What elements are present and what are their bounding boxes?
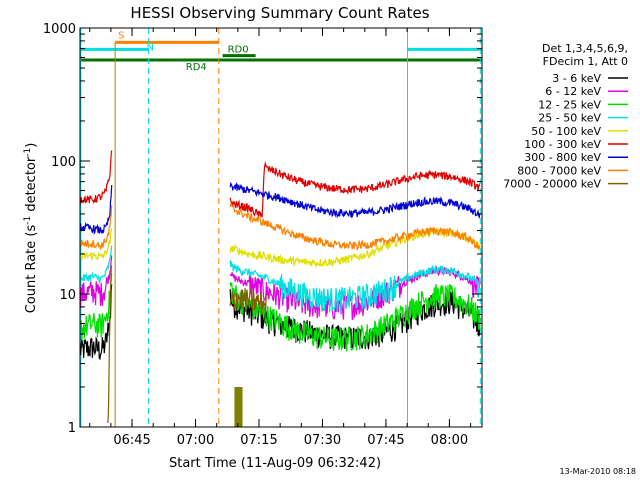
plot-frame [79, 27, 483, 428]
series-1-segment-0 [79, 255, 113, 309]
y-axis-label-part-1: Count Rate (s [24, 225, 39, 314]
series-5-segment-1 [229, 161, 481, 219]
series-2-segment-0 [79, 273, 113, 341]
legend: Det 1,3,4,5,6,9,FDecim 1, Att 0 3 - 6 keV… [503, 42, 628, 191]
y-axis-label-sup-2: -1 [23, 148, 33, 157]
orbit-bar-label-4: RD4 [186, 62, 207, 73]
chart-title: HESSI Observing Summary Count Rates [130, 4, 429, 22]
legend-label-5: 100 - 300 keV [524, 138, 601, 151]
y-axis-label: Count Rate (s-1 detector-1) [23, 143, 39, 314]
orbit-bar-label-0: S [118, 30, 124, 41]
series-0-segment-0 [79, 284, 113, 361]
footer-timestamp: 13-Mar-2010 08:18 [560, 467, 637, 476]
y-axis-label-part-2: detector [24, 156, 39, 216]
series-7-segment-1 [229, 201, 481, 251]
y-axis-label-sup-1: -1 [23, 216, 33, 225]
series-8-segment-1 [229, 287, 267, 315]
x-tick-label-1: 07:00 [177, 433, 214, 448]
y-tick-label-0: 1 [68, 421, 76, 436]
flare-bar [234, 386, 243, 427]
x-tick-label-2: 07:15 [240, 433, 277, 448]
legend-label-8: 7000 - 20000 keV [503, 178, 601, 191]
x-tick-label-3: 07:30 [304, 433, 341, 448]
y-axis-label-part-3: ) [24, 143, 39, 148]
legend-label-1: 6 - 12 keV [545, 85, 601, 98]
orbit-bars: S N RD0 RD4 [80, 30, 482, 73]
y-tick-label-1: 10 [59, 288, 76, 303]
x-tick-label-5: 08:00 [431, 433, 468, 448]
series-5-segment-0 [79, 150, 113, 205]
legend-header-1: FDecim 1, Att 0 [543, 55, 628, 68]
orbit-bar-label-1: N [147, 42, 154, 53]
x-axis-label: Start Time (11-Aug-09 06:32:42) [169, 456, 381, 471]
series-1-segment-1 [229, 265, 481, 321]
series-6-segment-1 [229, 181, 481, 219]
orbit-bar-label-3: RD0 [228, 45, 249, 56]
axes: 1 10 100 1000 06:45 07:00 07:15 07:30 07:45 08:00 [43, 22, 482, 448]
legend-label-7: 800 - 7000 keV [517, 164, 601, 177]
series-6-segment-0 [79, 184, 113, 235]
x-tick-label-0: 06:45 [113, 433, 150, 448]
legend-label-2: 12 - 25 keV [538, 98, 601, 111]
x-tick-label-4: 07:45 [367, 433, 404, 448]
legend-header-0: Det 1,3,4,5,6,9, [542, 42, 628, 55]
series-3-segment-0 [79, 245, 113, 284]
series-2-segment-1 [229, 282, 481, 352]
series-8-segment-0 [107, 265, 112, 424]
series-4-segment-1 [229, 226, 481, 269]
legend-label-0: 3 - 6 keV [552, 72, 601, 85]
legend-label-6: 300 - 800 keV [524, 151, 601, 164]
series-4-segment-0 [79, 227, 113, 261]
series-lines [79, 150, 481, 427]
series-7-segment-0 [79, 205, 113, 250]
legend-label-4: 50 - 100 keV [531, 125, 601, 138]
y-tick-label-3: 1000 [43, 22, 76, 37]
legend-label-3: 25 - 50 keV [538, 112, 601, 125]
y-tick-label-2: 100 [51, 155, 76, 170]
series-3-segment-1 [229, 260, 481, 313]
